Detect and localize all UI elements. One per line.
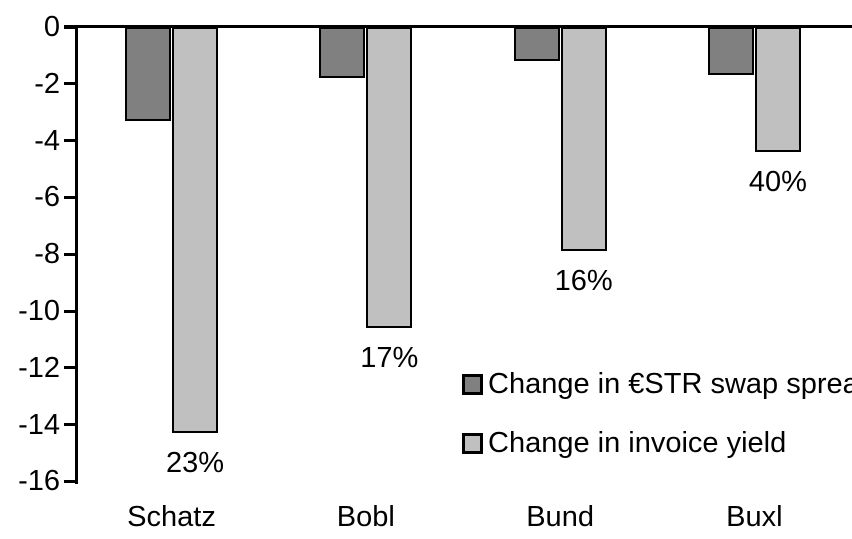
legend-swatch-invoice-yield [462, 432, 483, 454]
x-axis-category-label: Bobl [336, 501, 395, 533]
y-axis-tick [64, 252, 76, 256]
y-axis-tick [64, 82, 76, 86]
y-axis-tick-label: -12 [18, 351, 60, 384]
bar-value-label: 16% [554, 265, 613, 298]
y-axis-tick-label: -8 [34, 238, 60, 271]
y-axis-tick-label: -6 [34, 181, 60, 214]
bar-buxl-series-1 [754, 27, 801, 152]
y-axis-tick [64, 423, 76, 427]
bar-bund-series-1 [560, 27, 607, 252]
y-axis-tick [64, 366, 76, 370]
y-axis-tick-label: -4 [34, 124, 60, 157]
legend-label-invoice-yield: Change in invoice yield [488, 427, 787, 459]
y-axis-tick [64, 139, 76, 143]
bar-buxl-series-0 [707, 27, 754, 76]
legend-label-swap-spread: Change in €STR swap spread [488, 368, 852, 400]
y-axis-tick [64, 479, 76, 483]
legend: Change in €STR swap spread Change in inv… [462, 368, 852, 490]
y-axis-tick [64, 309, 76, 313]
y-axis-tick [64, 25, 76, 29]
x-axis-category-label: Bund [526, 501, 594, 533]
y-axis-tick-label: -16 [18, 465, 60, 498]
x-axis-category-label: Buxl [726, 501, 783, 533]
x-axis-category-label: Schatz [127, 501, 216, 533]
y-axis-tick-label: -2 [34, 67, 60, 100]
y-axis-tick [64, 195, 76, 199]
bar-value-label: 40% [748, 165, 807, 198]
y-axis-line [75, 25, 78, 484]
y-axis-tick-label: -14 [18, 408, 60, 441]
bar-bobl-series-1 [366, 27, 413, 329]
y-axis-tick-label: -10 [18, 295, 60, 327]
bar-schatz-series-0 [125, 27, 171, 121]
legend-swatch-swap-spread [462, 373, 483, 395]
y-axis-tick-label: 0 [43, 11, 60, 43]
bar-bund-series-0 [513, 27, 560, 62]
x-axis-zero-line [64, 25, 852, 28]
legend-entry-invoice-yield: Change in invoice yield [462, 427, 852, 459]
legend-entry-swap-spread: Change in €STR swap spread [462, 368, 852, 400]
bar-value-label: 17% [360, 342, 419, 375]
bar-bobl-series-0 [319, 27, 366, 79]
bar-value-label: 23% [165, 447, 225, 480]
bar-schatz-series-1 [172, 27, 218, 434]
